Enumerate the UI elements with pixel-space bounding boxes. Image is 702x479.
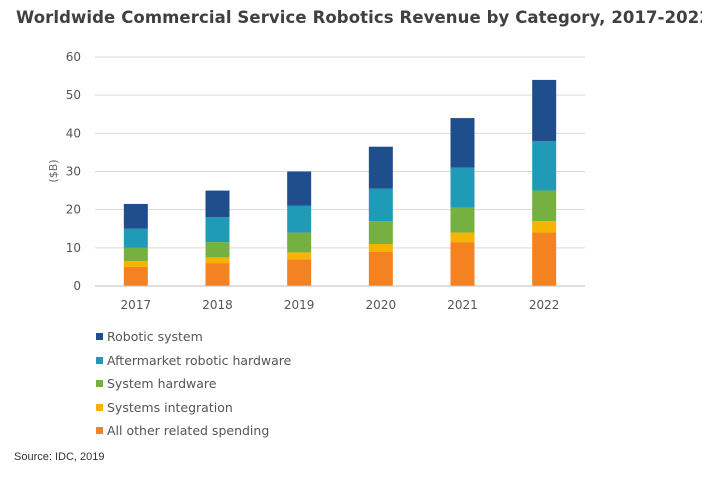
legend-item: Robotic system <box>96 325 291 349</box>
y-tick-label: 0 <box>73 279 81 293</box>
bar-segment <box>123 203 148 229</box>
bar-segment <box>368 221 393 245</box>
bar-segment <box>287 259 312 286</box>
bar-segment <box>532 140 557 191</box>
bar-segment <box>123 266 148 286</box>
bar-segment <box>123 228 148 248</box>
bar-segment <box>123 261 148 267</box>
bar-segment <box>205 190 230 218</box>
axes: 0 10 20 30 40 50 60 2017 2018 2019 2020 2021 2022 <box>66 50 585 312</box>
legend-label: All other related spending <box>107 423 270 439</box>
legend-swatch <box>96 403 103 411</box>
legend-swatch <box>96 356 103 364</box>
bar-segment <box>532 190 557 222</box>
bar-segment <box>205 242 230 258</box>
legend-label: System hardware <box>107 376 217 392</box>
bar-segment <box>532 232 557 286</box>
y-tick-label: 20 <box>66 203 81 217</box>
legend-label: Robotic system <box>107 329 203 345</box>
bar-segment <box>368 251 393 286</box>
bar-segment <box>287 171 312 206</box>
x-tick-label: 2022 <box>529 298 560 312</box>
x-tick-label: 2017 <box>121 298 152 312</box>
legend-swatch <box>96 427 103 435</box>
bar-segment <box>287 205 312 233</box>
bar-segment <box>450 207 475 233</box>
y-tick-label: 30 <box>66 165 81 179</box>
bar-segment <box>450 242 475 286</box>
source-note: Source: IDC, 2019 <box>14 451 105 463</box>
bar-segment <box>287 252 312 260</box>
legend-swatch <box>96 380 103 388</box>
chart-plot: 0 10 20 30 40 50 60 2017 2018 2019 2020 2021 2022 ($… <box>47 50 585 312</box>
bar-segment <box>123 247 148 262</box>
x-tick-label: 2020 <box>366 298 397 312</box>
legend-item: All other related spending <box>96 419 291 443</box>
y-tick-label: 40 <box>66 126 81 140</box>
bar-segment <box>450 118 475 168</box>
x-tick-label: 2021 <box>447 298 478 312</box>
bar-segment <box>368 146 393 189</box>
legend-label: Aftermarket robotic hardware <box>107 352 292 368</box>
y-tick-label: 50 <box>66 88 81 102</box>
legend-item: Systems integration <box>96 396 291 420</box>
y-tick-label: 10 <box>66 241 81 255</box>
y-axis-label: ($B) <box>47 159 60 182</box>
legend-item: System hardware <box>96 372 291 396</box>
bar-segment <box>205 263 230 286</box>
bar-segment <box>368 188 393 222</box>
bar-segment <box>532 221 557 233</box>
chart-title: Worldwide Commercial Service Robotics Re… <box>16 8 702 27</box>
bar-group <box>123 79 557 286</box>
y-tick-label: 60 <box>66 50 81 64</box>
legend-label: Systems integration <box>107 399 233 415</box>
bar-segment <box>287 232 312 253</box>
bar-segment <box>368 244 393 252</box>
bar-segment <box>450 232 475 243</box>
legend-swatch <box>96 333 103 341</box>
bar-segment <box>205 257 230 264</box>
x-tick-label: 2019 <box>284 298 315 312</box>
x-tick-label: 2018 <box>202 298 233 312</box>
bar-segment <box>450 167 475 208</box>
bar-segment <box>205 217 230 243</box>
bar-segment <box>532 79 557 141</box>
legend-item: Aftermarket robotic hardware <box>96 349 291 373</box>
legend: Robotic system Aftermarket robotic hardwa… <box>96 325 291 443</box>
grid-lines <box>95 56 585 249</box>
